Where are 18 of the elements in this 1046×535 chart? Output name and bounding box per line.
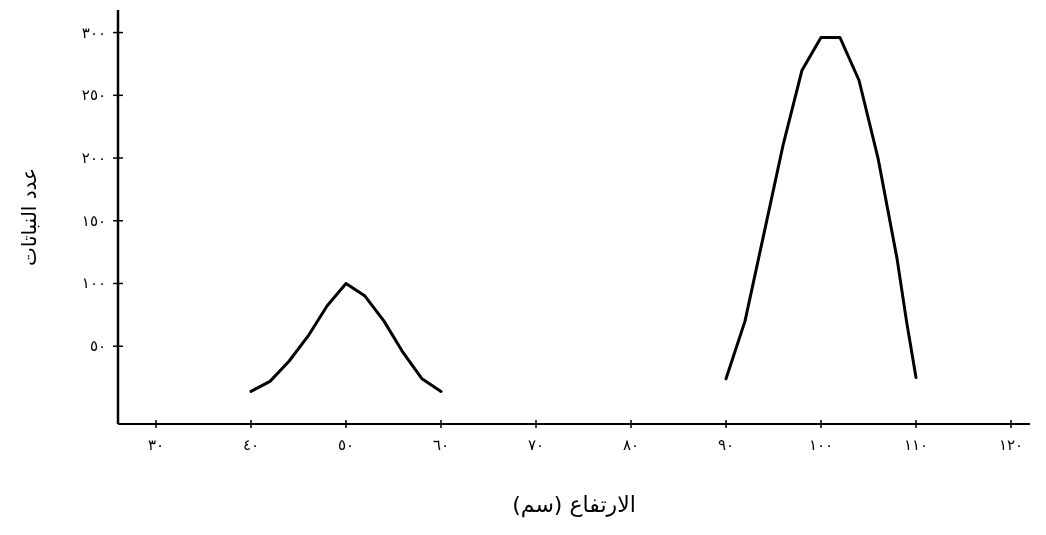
x-tick-label: ١١٠ [903,436,929,454]
y-tick-label: ٣٠٠ [81,23,106,42]
x-tick-label: ٥٠ [337,436,355,454]
x-tick-label: ٨٠ [622,436,640,454]
y-tick-label: ٢٠٠ [81,149,106,168]
x-tick-label: ٩٠ [717,436,735,454]
x-tick-label: ١٢٠ [998,436,1024,454]
y-tick-label: ١٠٠ [81,274,106,293]
y-axis-title: عدد النباتات [17,168,41,266]
y-tick-label: ٥٠ [89,337,106,356]
x-tick-label: ٤٠ [242,436,260,454]
x-axis-title: الارتفاع (سم) [512,492,636,518]
x-tick-label: ٣٠ [147,436,165,454]
x-tick-label: ٧٠ [527,436,545,454]
y-tick-label: ١٥٠ [81,211,106,230]
x-tick-label: ٦٠ [432,436,450,454]
y-tick-label: ٢٥٠ [81,86,106,105]
x-tick-label: ١٠٠ [808,436,834,454]
